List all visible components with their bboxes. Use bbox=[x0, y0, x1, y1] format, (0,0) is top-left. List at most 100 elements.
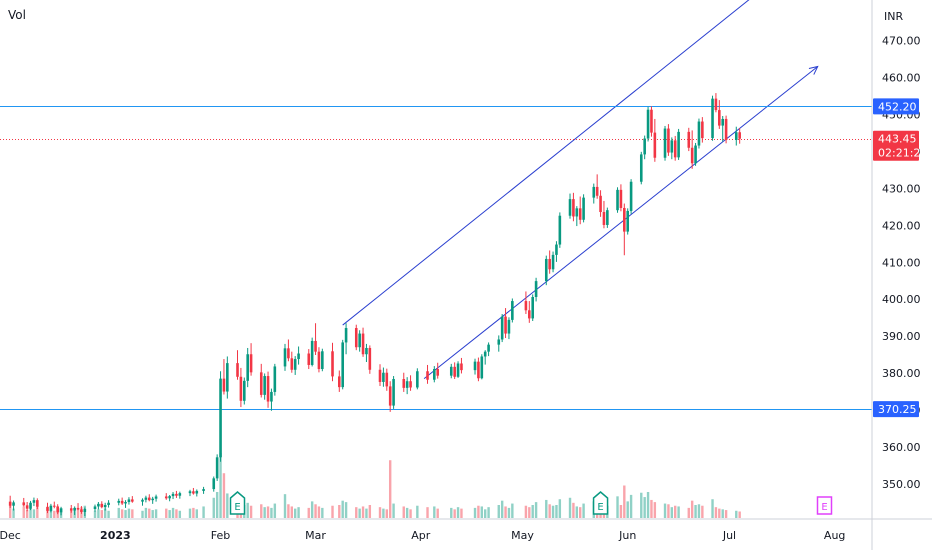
candle bbox=[687, 127, 691, 152]
volume-bar bbox=[120, 509, 124, 518]
candle bbox=[249, 343, 253, 376]
volume-bar bbox=[151, 510, 154, 518]
x-axis-ticks: Dec 2023 Feb Mar Apr May Jun Jul Aug bbox=[0, 529, 845, 542]
volume-bar bbox=[626, 501, 629, 518]
candle bbox=[344, 323, 348, 355]
candle bbox=[188, 489, 192, 497]
volume-bar bbox=[270, 507, 273, 518]
candle bbox=[623, 203, 626, 256]
volume-bar bbox=[738, 511, 741, 518]
candle-body bbox=[22, 502, 26, 506]
earnings-marker: E bbox=[592, 491, 609, 515]
earnings-marker-label: E bbox=[234, 502, 240, 513]
y-tick-label: 360.00 bbox=[882, 441, 921, 454]
candle bbox=[711, 95, 714, 141]
candle bbox=[575, 206, 579, 227]
candle-body bbox=[297, 353, 300, 360]
volume-bar bbox=[718, 508, 721, 518]
price-tag-value: 443.45 bbox=[878, 133, 917, 146]
volume-bar bbox=[582, 503, 585, 518]
candle-body bbox=[344, 328, 348, 343]
candle bbox=[331, 342, 334, 382]
candle-body bbox=[487, 344, 490, 352]
volume-bar bbox=[25, 510, 29, 518]
volume-bar bbox=[46, 508, 49, 518]
x-tick-label: 2023 bbox=[100, 529, 131, 542]
volume-bar bbox=[202, 506, 205, 518]
candle bbox=[619, 184, 623, 212]
candle bbox=[487, 342, 490, 357]
x-tick-label: Apr bbox=[411, 529, 431, 542]
volume-bar bbox=[453, 509, 456, 518]
candle-body bbox=[331, 351, 334, 377]
candle-body bbox=[592, 186, 596, 198]
candle bbox=[629, 179, 633, 214]
candle-body bbox=[531, 296, 535, 319]
candle bbox=[97, 502, 100, 510]
volume-bar bbox=[144, 507, 148, 518]
candle bbox=[22, 497, 26, 507]
candle-body bbox=[242, 380, 246, 401]
candle bbox=[606, 207, 609, 228]
candle bbox=[365, 343, 368, 363]
volume-bar bbox=[623, 485, 626, 518]
candle-body bbox=[263, 376, 266, 395]
volume-bar bbox=[273, 503, 277, 518]
volume-bar bbox=[53, 510, 56, 518]
candle bbox=[263, 373, 266, 400]
candle-body bbox=[52, 505, 56, 507]
volume-bar bbox=[361, 506, 365, 518]
candle bbox=[226, 356, 229, 399]
candle bbox=[164, 493, 168, 500]
candle bbox=[477, 357, 480, 382]
volume-bar bbox=[735, 510, 738, 518]
trend-arrow-head-1 bbox=[808, 65, 819, 75]
candle-body bbox=[354, 328, 358, 348]
volume-bar bbox=[365, 508, 368, 518]
candle bbox=[599, 190, 602, 217]
volume-bar bbox=[677, 506, 680, 518]
candle bbox=[544, 255, 548, 286]
candle bbox=[582, 194, 585, 223]
candle-body bbox=[646, 109, 650, 139]
candle bbox=[433, 366, 436, 383]
volume-bar bbox=[49, 509, 53, 518]
volume-bar bbox=[93, 510, 97, 518]
x-tick-label: May bbox=[511, 529, 534, 542]
candle bbox=[93, 504, 97, 512]
candle-body bbox=[131, 499, 134, 502]
candle-body bbox=[341, 342, 344, 388]
candle bbox=[154, 494, 158, 502]
volume-bar bbox=[575, 506, 579, 518]
volume-bar bbox=[97, 509, 100, 518]
candle-body bbox=[433, 369, 436, 380]
candle bbox=[639, 151, 643, 185]
volume-bar bbox=[290, 506, 293, 518]
candle-body bbox=[714, 98, 718, 111]
volume-bar bbox=[222, 473, 226, 518]
candle-body bbox=[595, 186, 599, 196]
x-tick-label: Jun bbox=[618, 529, 636, 542]
volume-bar bbox=[385, 509, 389, 518]
candle-body bbox=[290, 358, 294, 370]
volume-bar bbox=[640, 492, 643, 518]
volume-bar bbox=[568, 497, 572, 518]
candle-body bbox=[236, 363, 239, 377]
volume-bar bbox=[341, 500, 344, 518]
candle-body bbox=[127, 499, 131, 503]
candle bbox=[456, 361, 460, 378]
candle bbox=[643, 135, 646, 160]
volume-bar bbox=[297, 507, 300, 518]
candle-body bbox=[694, 145, 697, 164]
volume-bar bbox=[667, 504, 670, 518]
candle-body bbox=[673, 140, 677, 158]
candle-body bbox=[188, 491, 192, 494]
volume-bar bbox=[188, 508, 192, 518]
volume-bar bbox=[131, 509, 134, 518]
x-tick-label: Feb bbox=[211, 529, 230, 542]
candle-body bbox=[392, 378, 395, 406]
candle-body bbox=[409, 381, 412, 388]
candle bbox=[426, 364, 429, 384]
